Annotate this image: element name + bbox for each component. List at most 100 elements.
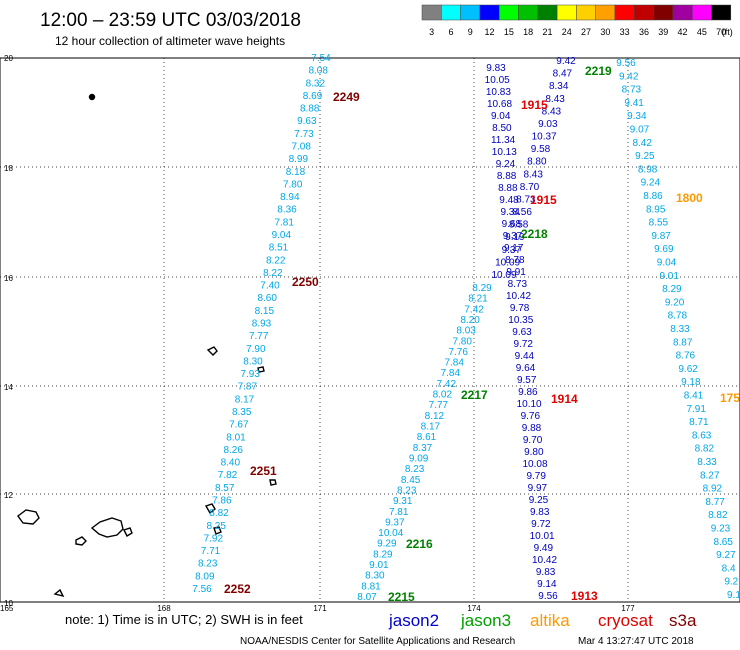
swh-value: 8.69 <box>303 91 323 102</box>
legend-label: 70 <box>716 27 726 37</box>
lat-label: 14 <box>4 383 13 392</box>
swh-value: 8.21 <box>468 294 488 305</box>
swh-value: 8.43 <box>542 106 562 117</box>
swh-value: 8.36 <box>277 205 297 216</box>
swh-value: 8.40 <box>221 458 241 469</box>
footer-timestamp: Mar 4 13:27:47 UTC 2018 <box>578 636 694 647</box>
pass-time-label: 2250 <box>292 275 319 289</box>
swh-value: 7.80 <box>283 179 303 190</box>
longitude-labels: 165 168 171 174 177 <box>0 604 635 613</box>
swh-value: 9.04 <box>491 111 511 122</box>
pass-time-label: 2215 <box>388 590 415 604</box>
swh-value: 7.77 <box>249 331 269 342</box>
swh-value: 10.09 <box>495 257 520 268</box>
swh-value: 10.83 <box>486 87 511 98</box>
swh-value: 9.56 <box>616 58 636 69</box>
swh-value: 11.34 <box>491 135 516 146</box>
lon-label: 165 <box>0 604 14 613</box>
swh-value: 7.91 <box>686 404 706 415</box>
swh-value: 8.78 <box>668 311 688 322</box>
legend-swatch <box>479 4 500 21</box>
island-dot <box>88 93 96 101</box>
swh-value: 8.07 <box>357 592 377 603</box>
legend-label: 21 <box>542 27 552 37</box>
swh-value: 8.43 <box>545 94 565 105</box>
swh-value: 7.71 <box>201 546 221 557</box>
swh-value: 8.23 <box>198 559 218 570</box>
swh-value: 8.82 <box>708 510 728 521</box>
legend-swatch <box>634 4 654 21</box>
swh-value: 7.90 <box>246 344 266 355</box>
island-outline <box>17 509 40 525</box>
swh-value: 8.94 <box>280 192 300 203</box>
swh-value: 9.31 <box>393 496 413 507</box>
color-legend: 3 6 9 12 15 18 21 24 27 30 33 36 39 42 45 70(ft) <box>421 4 733 37</box>
swh-value: 9.88 <box>522 423 542 434</box>
swh-value: 8.95 <box>646 204 666 215</box>
swh-value: 8.32 <box>306 78 326 89</box>
swh-value: 7.86 <box>212 496 232 507</box>
pass-time-label: 2218 <box>521 227 548 241</box>
swh-value: 8.08 <box>308 66 328 77</box>
satellite-name: jason2 <box>388 611 439 630</box>
swh-value: 9.41 <box>624 98 644 109</box>
legend-label: 12 <box>485 27 495 37</box>
swh-value: 8.86 <box>643 191 663 202</box>
swh-value: 9.78 <box>510 303 530 314</box>
swh-value: 9.23 <box>711 524 731 535</box>
swh-value: 8.30 <box>365 571 385 582</box>
map-subtitle: 12 hour collection of altimeter wave hei… <box>55 34 285 48</box>
legend-unit: (ft) <box>722 27 733 37</box>
legend-label: 42 <box>678 27 688 37</box>
swh-value: 8.34 <box>549 81 569 92</box>
legend-swatch <box>441 4 461 21</box>
legend-label: 9 <box>468 27 473 37</box>
swh-value: 9.79 <box>526 471 546 482</box>
swh-value: 7.84 <box>441 368 461 379</box>
swh-value: 8.43 <box>523 169 543 180</box>
swh-value: 7.42 <box>464 304 484 315</box>
swh-value: 8.26 <box>223 445 243 456</box>
swh-value: 9.01 <box>369 560 389 571</box>
swh-value: 8.50 <box>492 123 512 134</box>
satellite-name: altika <box>530 611 570 630</box>
legend-label: 36 <box>639 27 649 37</box>
satellite-name: cryosat <box>598 611 653 630</box>
swh-value: 8.88 <box>300 104 320 115</box>
swh-value: 7.40 <box>260 281 280 292</box>
swh-value: 9.97 <box>528 483 548 494</box>
swh-value: 8.41 <box>684 391 704 402</box>
swh-value: 7.08 <box>291 142 311 153</box>
swh-value: 9.04 <box>272 230 292 241</box>
pass-time-label: 1914 <box>551 392 578 406</box>
swh-value: 8.17 <box>235 394 255 405</box>
footer-credit: NOAA/NESDIS Center for Satellite Applica… <box>240 636 515 647</box>
swh-value: 9.42 <box>619 71 639 82</box>
swh-value: 8.29 <box>373 549 393 560</box>
swh-value: 10.10 <box>517 399 542 410</box>
swh-value: 9.62 <box>678 364 698 375</box>
swh-value: 9.87 <box>651 231 671 242</box>
swh-value: 7.73 <box>294 129 314 140</box>
island-outline <box>269 479 277 486</box>
satellite-name: s3a <box>669 611 697 630</box>
swh-value: 9.58 <box>531 144 551 155</box>
island-outline <box>206 346 218 356</box>
swh-value: 8.98 <box>638 164 658 175</box>
swh-value: 7.67 <box>229 420 249 431</box>
swh-value: 9.17 <box>504 243 524 254</box>
swh-value: 9.25 <box>529 495 549 506</box>
swh-value: 9.25 <box>635 151 655 162</box>
legend-label: 30 <box>600 27 610 37</box>
swh-value: 8.78 <box>505 255 525 266</box>
wave-height-tracks: 7.548.088.328.698.889.637.737.088.998.18… <box>192 53 740 603</box>
legend-swatch <box>518 4 539 21</box>
swh-value: 8.4 <box>722 563 736 574</box>
island-outline <box>90 517 124 538</box>
swh-value: 7.76 <box>448 347 468 358</box>
lat-label: 12 <box>4 491 13 500</box>
swh-value: 9.83 <box>486 63 506 74</box>
satellite-legend: jason2 jason3 altika cryosat s3a <box>388 611 697 630</box>
swh-value: 9.86 <box>518 387 538 398</box>
swh-value: 8.92 <box>703 484 723 495</box>
